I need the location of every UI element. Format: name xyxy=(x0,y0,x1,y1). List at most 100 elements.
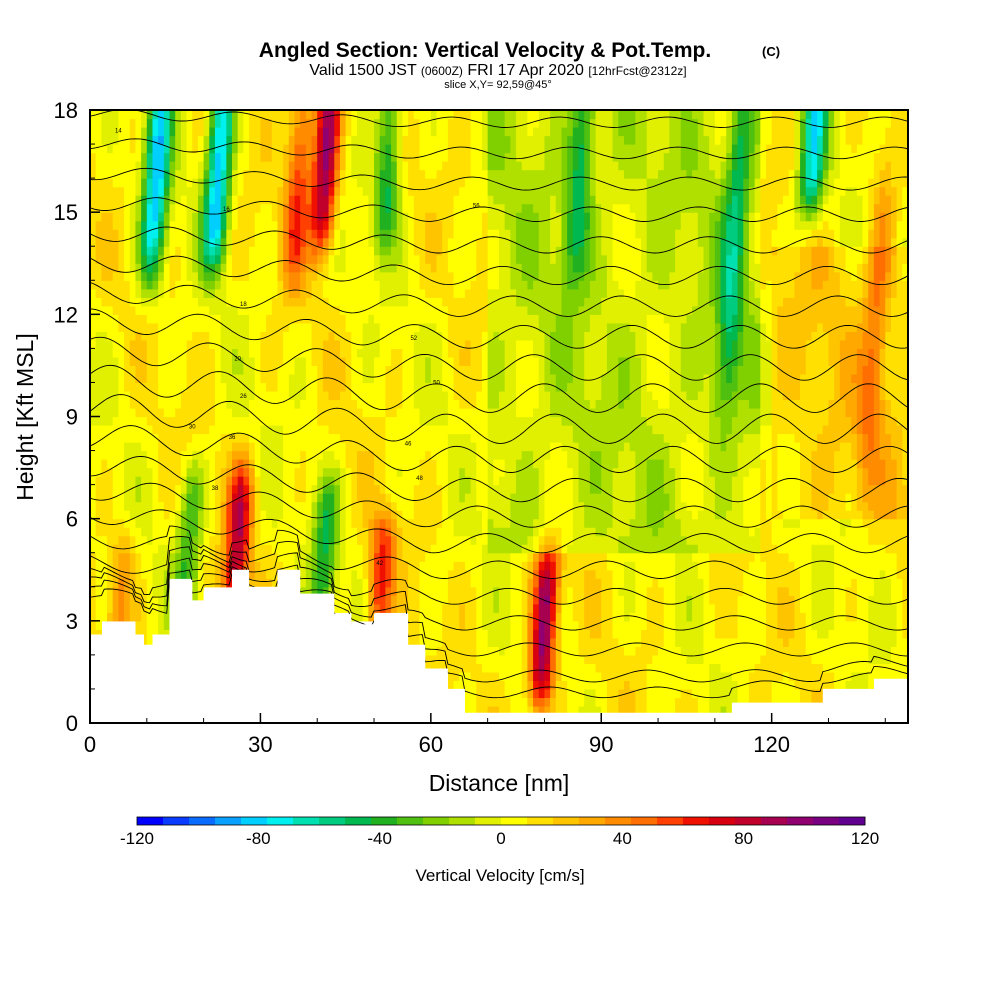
heatmap-cell xyxy=(209,220,216,230)
heatmap-cell xyxy=(118,322,125,332)
heatmap-cell xyxy=(152,373,159,384)
heatmap-cell xyxy=(339,476,347,486)
heatmap-cell xyxy=(192,339,199,349)
heatmap-cell xyxy=(374,186,381,196)
heatmap-cell xyxy=(107,552,114,562)
heatmap-cell xyxy=(249,416,256,426)
heatmap-cell xyxy=(345,552,352,562)
heatmap-cell xyxy=(112,195,120,205)
heatmap-cell xyxy=(459,331,466,341)
heatmap-cell xyxy=(186,195,193,205)
heatmap-cell xyxy=(118,254,125,264)
heatmap-cell xyxy=(476,663,483,673)
heatmap-cell xyxy=(283,552,290,562)
heatmap-cell xyxy=(294,476,301,486)
heatmap-cell xyxy=(334,459,341,469)
heatmap-cell xyxy=(266,578,273,588)
heatmap-cell xyxy=(402,186,409,196)
heatmap-cell xyxy=(328,254,335,264)
heatmap-cell xyxy=(95,288,102,298)
heatmap-cell xyxy=(368,110,375,120)
heatmap-cell xyxy=(90,280,97,290)
heatmap-cell xyxy=(459,603,466,613)
heatmap-cell xyxy=(493,144,500,154)
heatmap-cell xyxy=(476,322,483,332)
heatmap-cell xyxy=(379,527,386,537)
heatmap-cell xyxy=(118,382,125,392)
heatmap-cell xyxy=(197,322,205,332)
heatmap-cell xyxy=(516,552,523,562)
heatmap-cell xyxy=(476,467,483,477)
heatmap-cell xyxy=(107,322,114,332)
heatmap-cell xyxy=(249,442,256,452)
heatmap-cell xyxy=(226,297,233,307)
heatmap-cell xyxy=(544,203,551,213)
heatmap-cell xyxy=(345,416,352,426)
heatmap-cell xyxy=(481,322,489,332)
heatmap-cell xyxy=(163,399,171,409)
heatmap-cell xyxy=(459,178,466,188)
heatmap-cell xyxy=(356,373,364,384)
heatmap-cell xyxy=(203,493,210,503)
heatmap-cell xyxy=(283,280,290,290)
heatmap-cell xyxy=(339,212,347,222)
heatmap-cell xyxy=(112,612,120,622)
heatmap-cell xyxy=(260,425,267,435)
heatmap-cell xyxy=(447,527,455,537)
heatmap-cell xyxy=(504,356,511,367)
heatmap-cell xyxy=(334,399,341,409)
heatmap-cell xyxy=(362,322,369,332)
heatmap-cell xyxy=(470,544,477,554)
heatmap-cell xyxy=(413,442,421,452)
heatmap-cell xyxy=(197,195,205,205)
heatmap-cell xyxy=(243,288,250,298)
heatmap-cell xyxy=(311,425,318,435)
heatmap-cell xyxy=(243,552,250,562)
heatmap-cell xyxy=(533,654,540,665)
heatmap-cell xyxy=(95,365,102,375)
heatmap-cell xyxy=(209,356,216,367)
heatmap-cell xyxy=(135,510,142,520)
heatmap-cell xyxy=(504,620,511,630)
heatmap-cell xyxy=(436,237,443,247)
heatmap-cell xyxy=(419,407,426,418)
heatmap-cell xyxy=(368,331,375,341)
heatmap-cell xyxy=(538,118,546,128)
heatmap-cell xyxy=(141,637,148,647)
heatmap-cell xyxy=(385,169,392,179)
heatmap-cell xyxy=(294,348,301,358)
heatmap-cell xyxy=(288,246,296,256)
heatmap-cell xyxy=(499,595,506,605)
heatmap-cell xyxy=(481,229,489,239)
heatmap-cell xyxy=(436,186,443,196)
heatmap-cell xyxy=(487,263,494,273)
heatmap-cell xyxy=(322,535,330,545)
heatmap-cell xyxy=(430,527,438,537)
heatmap-cell xyxy=(402,152,409,162)
heatmap-cell xyxy=(203,390,210,401)
heatmap-cell xyxy=(158,535,165,545)
heatmap-cell xyxy=(101,416,108,426)
heatmap-cell xyxy=(226,518,233,528)
heatmap-cell xyxy=(430,203,438,213)
heatmap-cell xyxy=(317,331,324,341)
heatmap-cell xyxy=(379,425,386,435)
heatmap-cell xyxy=(152,365,159,375)
heatmap-cell xyxy=(510,663,517,673)
heatmap-cell xyxy=(544,425,551,435)
heatmap-cell xyxy=(232,484,239,494)
heatmap-cell xyxy=(476,118,483,128)
heatmap-cell xyxy=(464,680,472,690)
heatmap-cell xyxy=(124,603,131,613)
heatmap-cell xyxy=(107,510,114,520)
heatmap-cell xyxy=(163,390,171,401)
heatmap-cell xyxy=(521,467,529,477)
heatmap-cell xyxy=(356,288,364,298)
heatmap-cell xyxy=(254,476,262,486)
heatmap-cell xyxy=(527,595,534,605)
heatmap-cell xyxy=(356,578,364,588)
heatmap-cell xyxy=(510,476,517,486)
heatmap-cell xyxy=(516,280,523,290)
heatmap-cell xyxy=(425,595,432,605)
heatmap-cell xyxy=(442,348,449,358)
